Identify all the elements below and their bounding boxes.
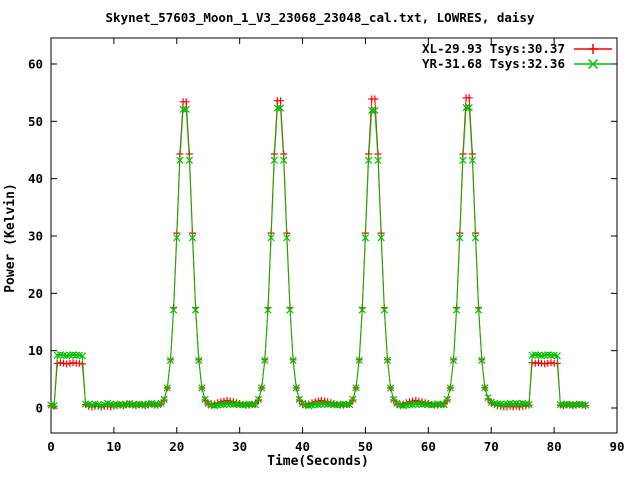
y-tick-label: 20	[28, 286, 43, 301]
x-axis-label: Time(Seconds)	[267, 454, 369, 469]
y-tick-label: 60	[28, 56, 43, 71]
y-tick-label: 30	[28, 228, 43, 243]
x-tick-label: 10	[106, 439, 121, 454]
x-tick-label: 60	[421, 439, 436, 454]
x-tick-label: 30	[232, 439, 247, 454]
x-tick-label: 50	[358, 439, 373, 454]
x-tick-label: 70	[484, 439, 499, 454]
legend-label-xl: XL-29.93 Tsys:30.37	[422, 41, 565, 56]
x-tick-label: 80	[547, 439, 562, 454]
plus-marker-icon	[588, 44, 598, 54]
series-yr	[47, 103, 590, 410]
chart-title: Skynet_57603_Moon_1_V3_23068_23048_cal.t…	[106, 10, 535, 26]
x-tick-label: 0	[47, 439, 55, 454]
x-tick-label: 90	[609, 439, 624, 454]
cross-marker-icon	[587, 58, 599, 70]
y-tick-label: 0	[35, 401, 43, 416]
y-axis-label: Power (Kelvin)	[3, 183, 18, 293]
series-markers	[47, 103, 590, 410]
y-tick-label: 40	[28, 171, 43, 186]
legend-samples	[574, 44, 612, 70]
x-tick-label: 20	[169, 439, 184, 454]
axis-ticks: 0 10 20 30 40 50 60 70 80 90 0 10 20 30 40 50 60	[28, 38, 625, 454]
legend: XL-29.93 Tsys:30.37 YR-31.68 Tsys:32.36	[422, 41, 612, 71]
x-tick-label: 40	[295, 439, 310, 454]
y-tick-label: 10	[28, 343, 43, 358]
plot-series	[47, 94, 590, 411]
y-tick-label: 50	[28, 114, 43, 129]
legend-label-yr: YR-31.68 Tsys:32.36	[422, 56, 565, 71]
